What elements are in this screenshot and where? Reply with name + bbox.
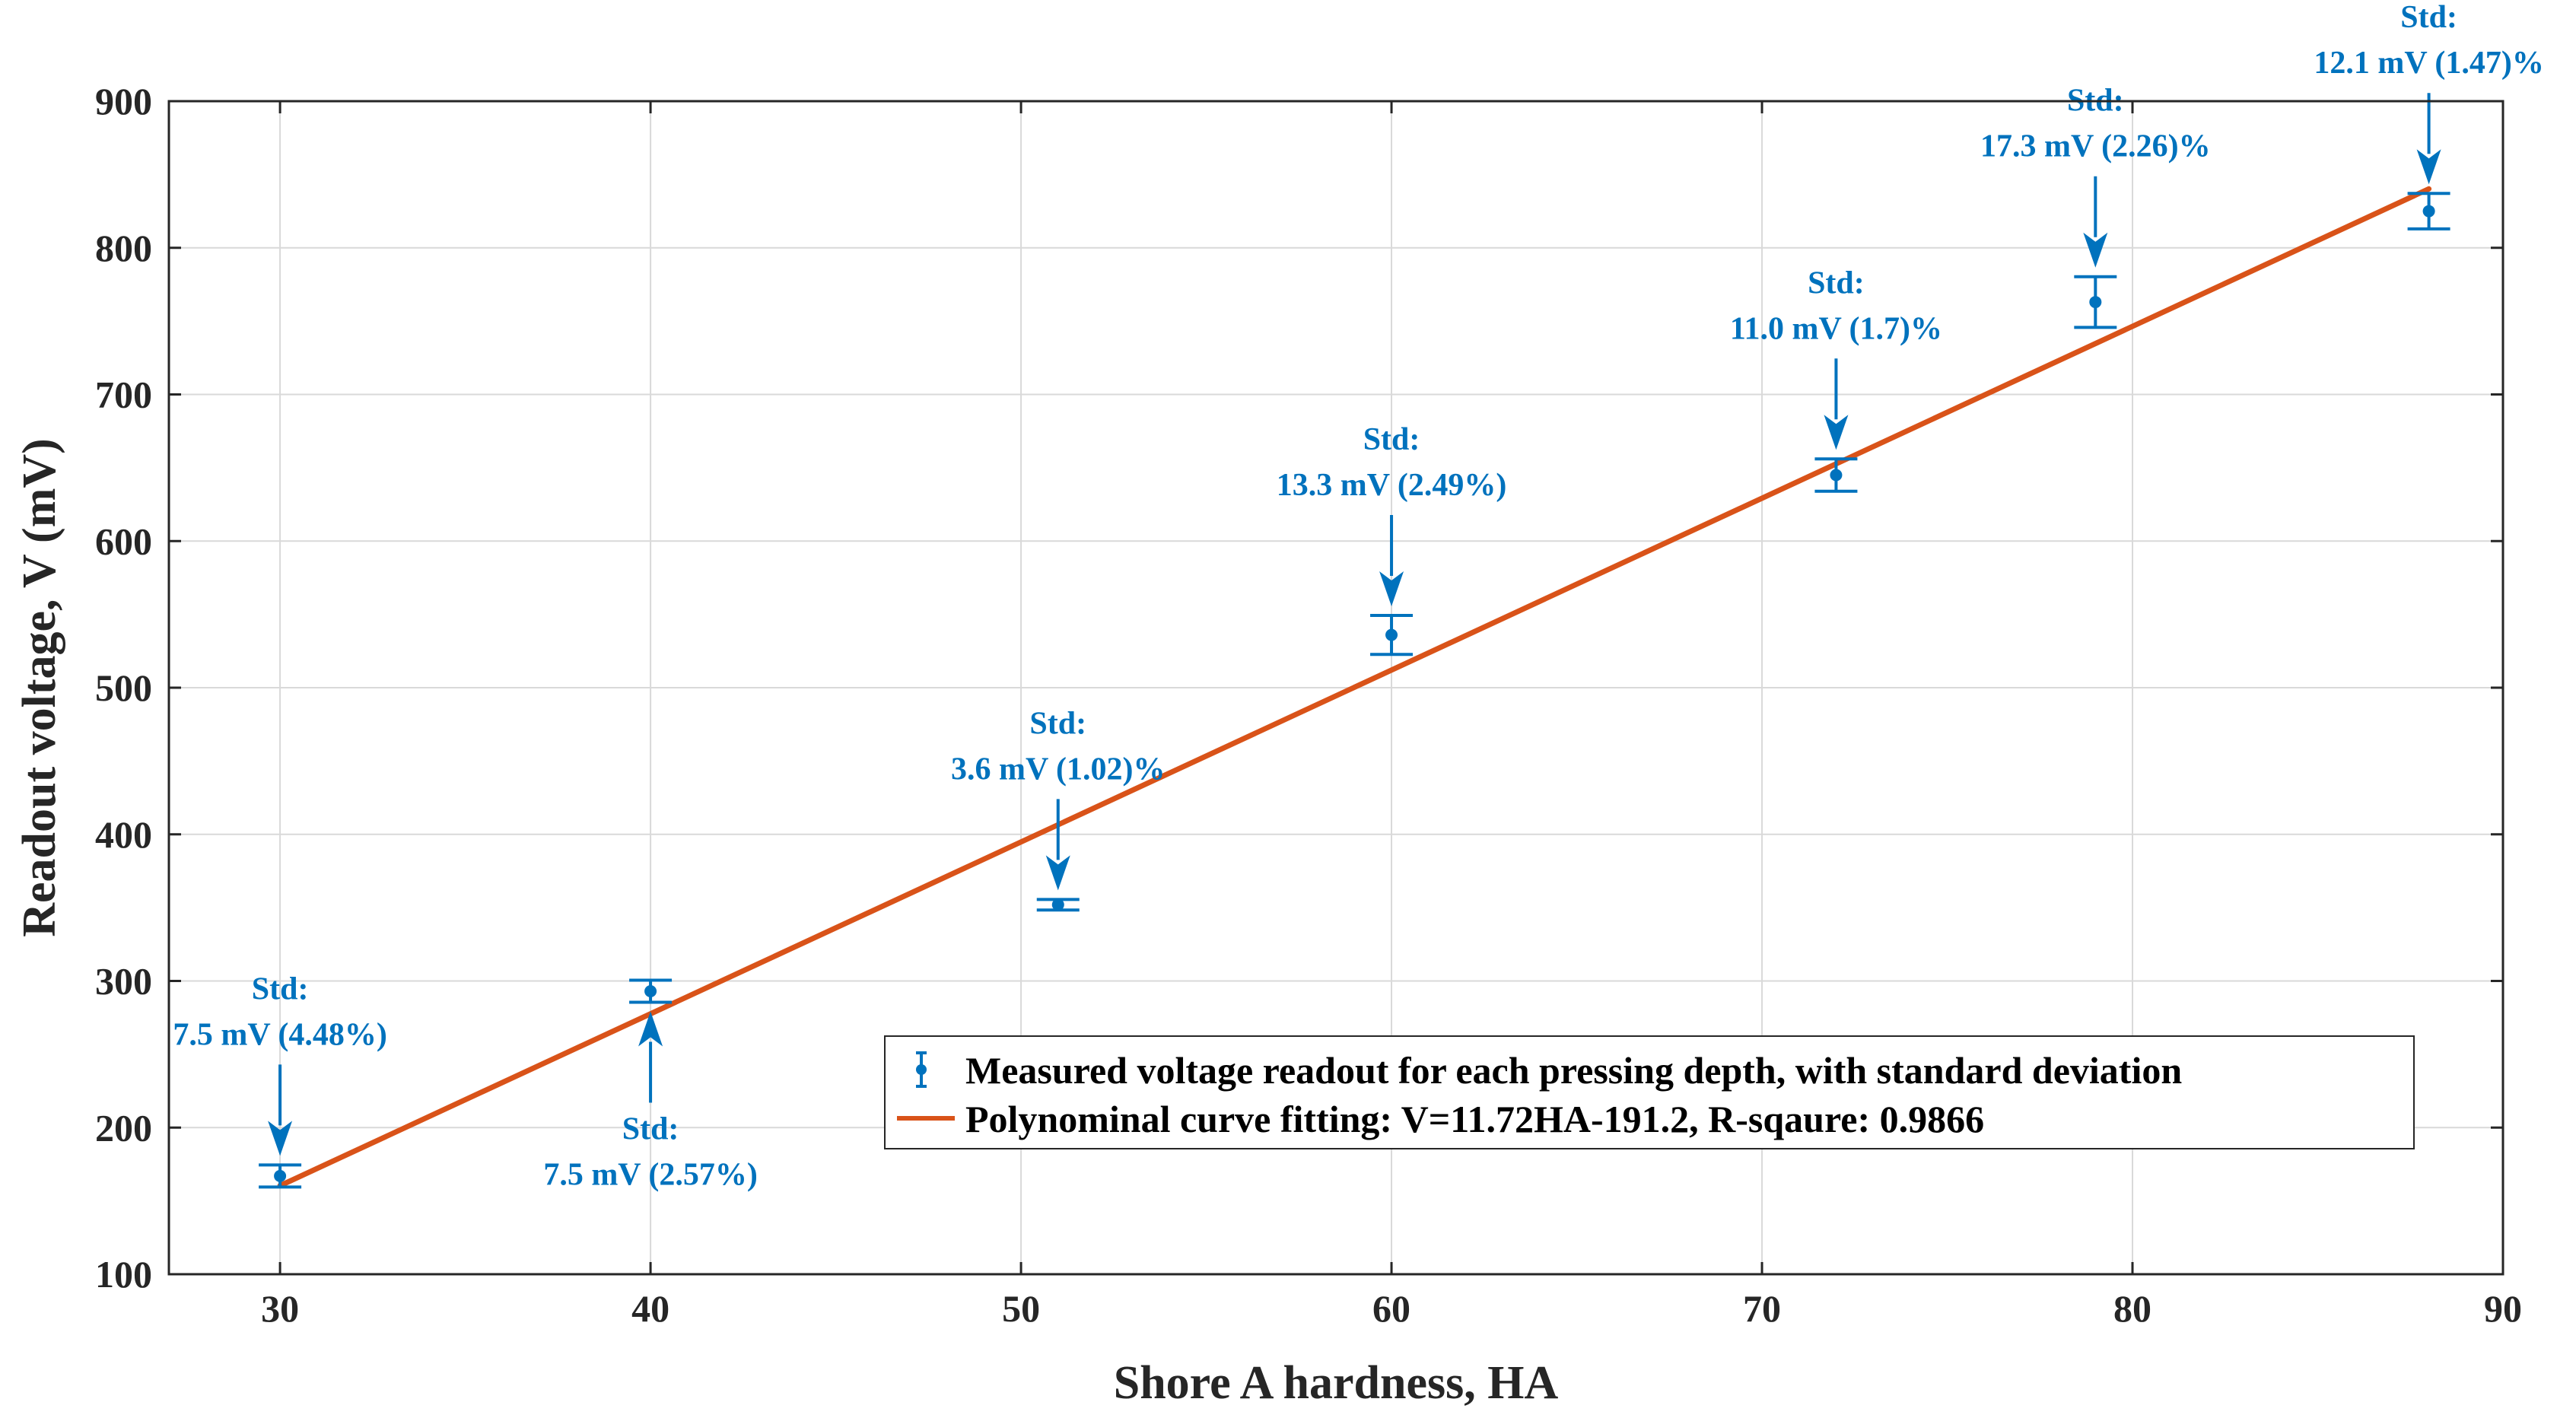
y-tick-label: 200 [95, 1106, 152, 1149]
arrow-head [268, 1121, 293, 1156]
legend: Measured voltage readout for each pressi… [884, 1035, 2415, 1149]
fit-line [277, 186, 2432, 1189]
errorbar-point [2407, 192, 2450, 231]
std-annotation: Std: 7.5 mV (2.57%) [543, 1011, 758, 1192]
legend-entry-measured: Measured voltage readout for each pressi… [965, 1049, 2182, 1092]
arrow-head [1045, 855, 1070, 891]
std-value: 17.3 mV (2.26)% [1980, 129, 2211, 164]
y-axis-label: Readout voltage, V (mV) [14, 438, 65, 937]
legend-box [884, 1035, 2415, 1149]
y-tick-label: 600 [95, 520, 152, 562]
std-value: 3.6 mV (1.02)% [951, 752, 1166, 787]
data-point [2089, 296, 2102, 309]
y-tick-label: 800 [95, 227, 152, 269]
x-tick-label: 60 [1372, 1287, 1410, 1330]
std-value: 7.5 mV (2.57%) [543, 1157, 758, 1192]
data-point [1385, 628, 1398, 641]
fit-line-layer [277, 186, 2432, 1189]
x-tick-label: 90 [2484, 1287, 2522, 1330]
data-point [644, 984, 657, 997]
data-point [1830, 469, 1843, 482]
std-value: 13.3 mV (2.49%) [1277, 468, 1507, 503]
errorbar-layer [259, 192, 2450, 1189]
errorbar-point [259, 1163, 302, 1189]
data-point [1051, 898, 1064, 911]
std-label: Std: [252, 971, 309, 1006]
annotation-layer: Std:7.5 mV (4.48%)Std:7.5 mV (2.57%)Std:… [173, 0, 2544, 1192]
std-annotation: Std: 3.6 mV (1.02)% [951, 706, 1166, 891]
std-label: Std: [1363, 422, 1420, 457]
std-value: 11.0 mV (1.7)% [1730, 311, 1942, 346]
arrow-head [2416, 149, 2441, 185]
x-tick-label: 30 [261, 1287, 299, 1330]
arrow-head [1379, 571, 1404, 606]
std-annotation: Std: 7.5 mV (4.48%) [173, 971, 387, 1156]
errorbar-point [1370, 613, 1414, 657]
legend-errorbar-marker [916, 1064, 927, 1075]
arrow-head [2083, 232, 2108, 268]
std-label: Std: [622, 1111, 679, 1146]
legend-errorbar-icon [916, 1051, 927, 1088]
x-tick-label: 40 [631, 1287, 669, 1330]
errorbar-point [629, 978, 673, 1004]
arrow-head [1824, 415, 1849, 450]
y-tick-label: 900 [95, 80, 152, 122]
y-tick-label: 500 [95, 666, 152, 709]
std-label: Std: [1029, 706, 1086, 741]
errorbar-point [1814, 457, 1858, 493]
x-tick-label: 70 [1743, 1287, 1781, 1330]
std-label: Std: [2400, 0, 2457, 35]
x-axis-label: Shore A hardness, HA [1114, 1357, 1559, 1409]
std-annotation: Std:17.3 mV (2.26)% [1980, 84, 2211, 268]
y-tick-label: 300 [95, 960, 152, 1003]
std-value: 7.5 mV (4.48%) [173, 1017, 387, 1052]
data-point [274, 1169, 287, 1182]
legend-entry-fit: Polynominal curve fitting: V=11.72HA-191… [965, 1098, 1984, 1140]
y-tick-label: 400 [95, 813, 152, 856]
x-tick-label: 50 [1002, 1287, 1040, 1330]
arrow-head [638, 1011, 663, 1047]
axis-ticks: 30 40 50 60 70 80 90 100 200 300 400 500 600 700 800 90… [95, 80, 2522, 1330]
errorbar-point [2074, 275, 2117, 329]
x-tick-label: 80 [2113, 1287, 2151, 1330]
std-label: Std: [1808, 265, 1865, 300]
data-point [2422, 205, 2435, 218]
std-annotation: Std: 13.3 mV (2.49%) [1277, 422, 1507, 606]
std-annotation: Std: 11.0 mV (1.7)% [1730, 265, 1942, 450]
grid [169, 100, 2504, 1275]
std-annotation: Std: 12.1 mV (1.47)% [2314, 0, 2544, 185]
std-value: 12.1 mV (1.47)% [2314, 46, 2544, 81]
y-tick-label: 700 [95, 374, 152, 416]
errorbar-point [1036, 898, 1080, 912]
y-tick-label: 100 [95, 1253, 152, 1296]
